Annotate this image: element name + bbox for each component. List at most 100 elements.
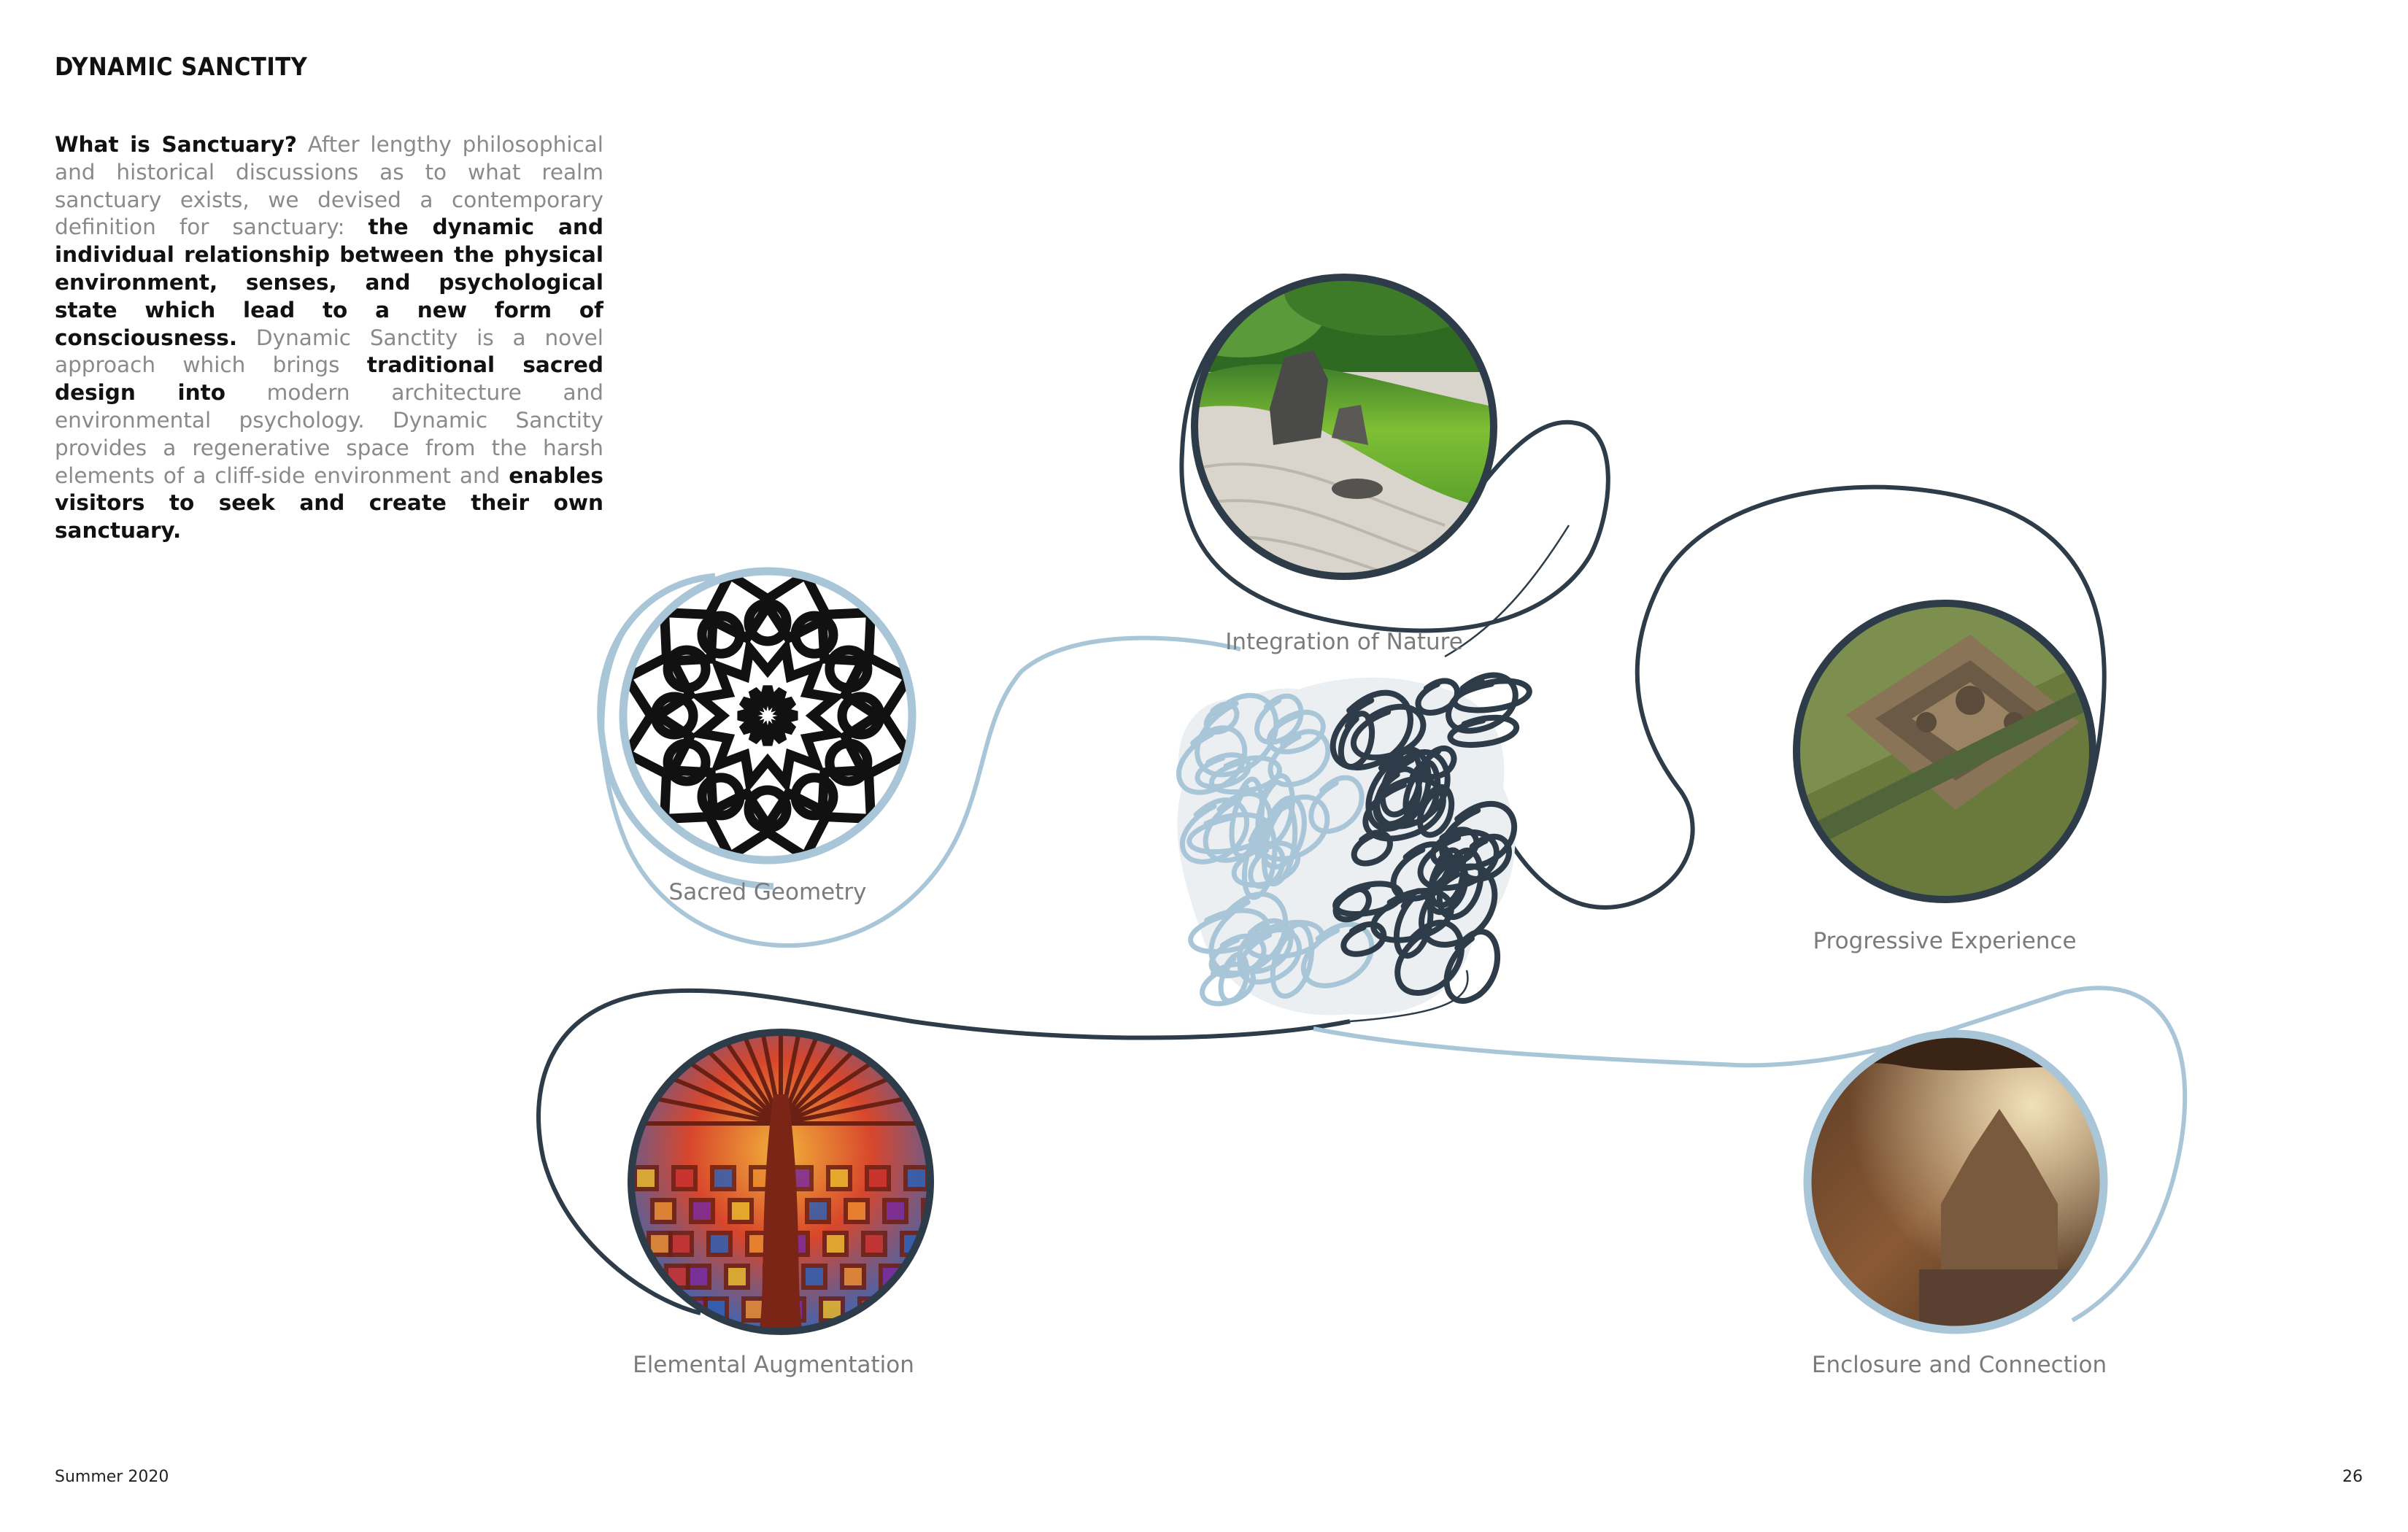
- pattern-rosette: [697, 611, 745, 659]
- glass-tile: [896, 1296, 922, 1323]
- node-integration-of-nature: [1191, 274, 1497, 580]
- scribble-stroke: [1373, 766, 1422, 827]
- glass-tile: [647, 1231, 673, 1257]
- glass-tile: [840, 1264, 866, 1290]
- thin-line-nature-brain: [1444, 525, 1570, 658]
- scribble-stroke: [1429, 827, 1480, 868]
- dark-line-progressive: [1494, 484, 2107, 910]
- glass-tile: [724, 1264, 750, 1290]
- glass-tile: [903, 1165, 930, 1191]
- glass-tile: [805, 1198, 831, 1224]
- scribble-stroke: [1301, 921, 1375, 989]
- scribble-stroke: [1254, 693, 1304, 745]
- glass-ray: [779, 1032, 820, 1124]
- scribble-stroke: [1218, 952, 1250, 1004]
- glass-tile: [633, 1165, 659, 1191]
- intro-run: the dynamic and individual relationship …: [55, 214, 603, 350]
- glass-ray: [631, 1084, 782, 1126]
- glass-tile: [685, 1264, 711, 1290]
- glass-tile: [861, 1231, 887, 1257]
- pattern-rosette: [790, 611, 838, 659]
- glass-tile: [801, 1264, 827, 1290]
- page-number: 26: [2342, 1468, 2363, 1486]
- light-line-enclosure: [1313, 986, 2188, 1323]
- pattern-rosette: [744, 785, 792, 833]
- scribble-stroke: [1203, 791, 1273, 863]
- glass-tile: [650, 1198, 676, 1224]
- scribble-stroke: [1255, 773, 1295, 847]
- label-elemental-augmentation: Elemental Augmentation: [633, 1352, 914, 1378]
- label-enclosure-and-connection: Enclosure and Connection: [1811, 1352, 2107, 1378]
- node-sacred-geometry: [597, 567, 916, 890]
- dark-line-elemental: [536, 988, 1351, 1315]
- scribble-stroke: [1419, 863, 1498, 948]
- glass-ray: [780, 1084, 930, 1126]
- scribble-stroke: [1238, 927, 1302, 985]
- intro-run: enables visitors to seek and create thei…: [55, 463, 603, 543]
- scribble-stroke: [1266, 709, 1326, 754]
- scribble-stroke: [1330, 689, 1413, 771]
- pattern-rosette: [744, 598, 792, 646]
- stained-glass-image: [631, 1032, 930, 1331]
- pattern-rosette: [825, 738, 873, 786]
- scribble-stroke: [1393, 888, 1434, 959]
- scribble-stroke: [1256, 794, 1330, 862]
- dark-line-nature: [1179, 279, 1610, 633]
- glass-tile: [844, 1198, 870, 1224]
- angkor-wat-image: [1797, 603, 2093, 900]
- scribble-stroke: [1402, 759, 1441, 826]
- intro-run: After lengthy philosophical and historic…: [55, 132, 603, 240]
- glass-tile: [826, 1165, 852, 1191]
- cave-temple-image: [1807, 1034, 2104, 1330]
- scribble-stroke: [1351, 829, 1393, 867]
- scribble-stroke: [1261, 801, 1298, 886]
- scribble-stroke: [1443, 929, 1501, 1004]
- glass-ray: [741, 1032, 783, 1124]
- pattern-star: [690, 638, 846, 794]
- pattern-rosette: [837, 692, 885, 740]
- glass-ray: [779, 1032, 916, 1126]
- scribble-stroke: [1209, 755, 1282, 794]
- scribble-stroke: [1308, 775, 1365, 834]
- scribble-stroke: [1351, 703, 1427, 761]
- brain-scribble: [1176, 672, 1532, 1015]
- sacred-geometry-loop: [597, 573, 774, 890]
- geometric-pattern-image: [623, 571, 912, 860]
- label-progressive-experience: Progressive Experience: [1813, 928, 2077, 954]
- zen-garden-image: [1195, 277, 1494, 576]
- pattern-star: [737, 685, 798, 746]
- dark-thin-line-elemental: [1349, 970, 1469, 1023]
- scribble-stroke: [1208, 891, 1289, 976]
- intro-run: Dynamic Sanctity is a novel approach whi…: [55, 325, 603, 378]
- glass-tile: [689, 1198, 715, 1224]
- scribble-stroke: [1203, 701, 1240, 735]
- pattern-rosette: [697, 773, 745, 821]
- scribble-stroke: [1394, 919, 1465, 996]
- scribble-stroke: [1186, 812, 1272, 855]
- node-elemental-augmentation: [628, 1029, 934, 1335]
- scribble-stroke: [1338, 711, 1375, 770]
- glass-tile: [882, 1198, 908, 1224]
- scribble-stroke: [1417, 829, 1500, 891]
- glass-tile: [865, 1165, 891, 1191]
- intro-run: modern architecture and environmental ps…: [55, 380, 603, 488]
- page-title: DYNAMIC SANCTITY: [55, 53, 308, 82]
- glass-tile: [822, 1231, 849, 1257]
- glass-tile: [706, 1231, 733, 1257]
- intro-run: What is Sanctuary?: [55, 132, 298, 157]
- node-progressive-experience: [1793, 600, 2096, 903]
- pattern-rosette: [825, 645, 873, 693]
- scribble-stroke: [1362, 775, 1446, 842]
- scribble-stroke: [1332, 886, 1372, 923]
- label-sacred-geometry: Sacred Geometry: [668, 879, 867, 905]
- glass-ray: [645, 1032, 783, 1126]
- scribble-stroke: [1446, 672, 1518, 734]
- footer-date: Summer 2020: [55, 1468, 169, 1486]
- intro-paragraph: What is Sanctuary? After lengthy philoso…: [55, 131, 603, 545]
- scribble-stroke: [1415, 678, 1461, 716]
- scribble-stroke: [1188, 908, 1270, 954]
- scribble-stroke: [1195, 752, 1251, 789]
- pattern-rosette: [663, 738, 711, 786]
